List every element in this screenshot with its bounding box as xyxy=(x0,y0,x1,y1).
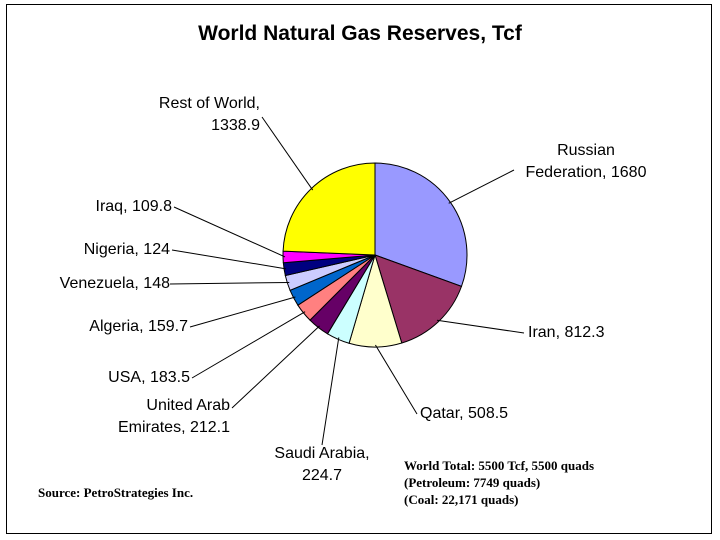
leader-line xyxy=(191,311,306,379)
leader-line xyxy=(231,325,320,409)
slice-label: Rest of World, 1338.9 xyxy=(158,95,260,134)
note: (Petroleum: 7749 quads) xyxy=(404,475,541,490)
leader-line xyxy=(169,281,290,285)
leader-line xyxy=(321,337,340,446)
slice-label: Qatar, 508.5 xyxy=(420,405,509,422)
leader-line xyxy=(375,344,418,415)
slice-label: Nigeria, 124 xyxy=(83,241,170,258)
frame xyxy=(6,4,712,534)
slice-label: USA, 183.5 xyxy=(108,369,190,386)
slice-label: Iran, 812.3 xyxy=(528,324,605,341)
leader-line xyxy=(173,206,286,258)
leader-line xyxy=(436,319,525,334)
source: Source: PetroStrategies Inc. xyxy=(38,485,194,500)
leader-line xyxy=(189,296,296,328)
slice-label: United Arab Emirates, 212.1 xyxy=(117,397,230,436)
leader-line xyxy=(448,169,515,204)
slice-label: Saudi Arabia, 224.7 xyxy=(274,445,370,484)
chart-title: World Natural Gas Reserves, Tcf xyxy=(198,22,522,45)
slice-label: Iraq, 109.8 xyxy=(95,198,173,215)
pie-slice xyxy=(282,162,376,256)
leader-line xyxy=(171,249,287,270)
pie-slice xyxy=(374,254,463,344)
slice-label: Venezuela, 148 xyxy=(59,275,170,292)
note: (Coal: 22,171 quads) xyxy=(404,492,519,507)
note: World Total: 5500 Tcf, 5500 quads xyxy=(404,458,594,473)
slice-label: Algeria, 159.7 xyxy=(89,318,188,335)
leader-line xyxy=(261,116,314,191)
slice-label: Russian Federation, 1680 xyxy=(525,142,647,181)
